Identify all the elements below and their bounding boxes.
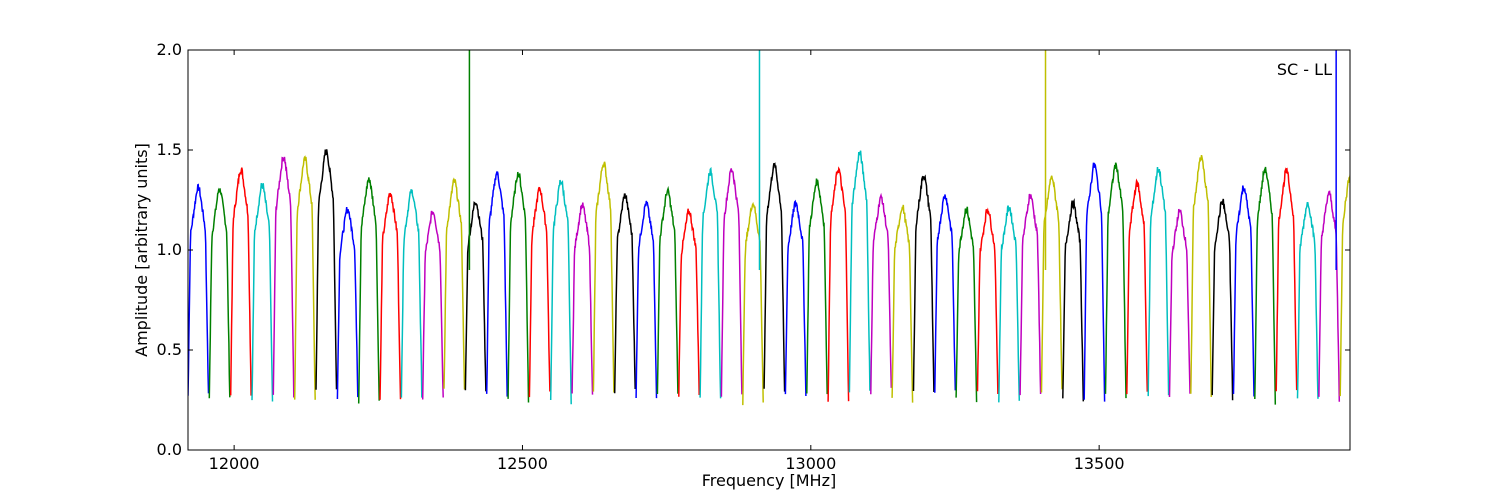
channel-line-1 bbox=[188, 183, 210, 396]
ticks-layer: 12000 12500 13000 13500 0.0 0.5 1.0 1.5 2.0 bbox=[157, 40, 1350, 473]
channel-line-19 bbox=[571, 202, 594, 395]
channel-line-17 bbox=[528, 186, 551, 398]
x-tick-label: 12000 bbox=[209, 454, 260, 473]
channel-line-3 bbox=[229, 167, 252, 396]
channel-line-36 bbox=[934, 194, 957, 393]
channel-line-18 bbox=[549, 179, 572, 405]
x-tick-label: 12500 bbox=[497, 454, 548, 473]
x-axis-label: Frequency [MHz] bbox=[702, 471, 836, 490]
channel-line-39 bbox=[998, 205, 1021, 403]
channel-line-51 bbox=[1254, 166, 1277, 405]
series-layer bbox=[188, 50, 1350, 406]
channel-line-6 bbox=[293, 155, 316, 400]
channel-line-53 bbox=[1296, 202, 1319, 399]
x-tick-label: 13500 bbox=[1074, 454, 1125, 473]
channel-line-28 bbox=[763, 162, 786, 392]
channel-line-49 bbox=[1211, 198, 1234, 401]
channel-line-40 bbox=[1019, 193, 1042, 396]
channel-line-45 bbox=[1126, 178, 1149, 395]
channel-line-7 bbox=[315, 149, 338, 390]
channel-line-44 bbox=[1104, 162, 1127, 399]
channel-line-21 bbox=[613, 193, 636, 394]
channel-line-20 bbox=[592, 161, 615, 393]
y-tick-label: 2.0 bbox=[157, 40, 182, 59]
channel-line-29 bbox=[784, 199, 807, 397]
plot-background bbox=[188, 50, 1350, 450]
y-tick-label: 0.0 bbox=[157, 440, 182, 459]
channel-line-48 bbox=[1190, 154, 1213, 398]
channel-line-46 bbox=[1147, 167, 1170, 397]
channel-line-37 bbox=[955, 206, 978, 403]
channel-line-26 bbox=[720, 168, 743, 397]
y-tick-label: 1.0 bbox=[157, 240, 182, 259]
y-tick-label: 0.5 bbox=[157, 340, 182, 359]
channel-line-33 bbox=[870, 192, 893, 395]
channel-line-9 bbox=[357, 177, 380, 404]
channel-line-5 bbox=[272, 156, 295, 398]
channel-line-16 bbox=[507, 171, 530, 403]
channel-line-25 bbox=[699, 166, 722, 399]
channel-line-24 bbox=[678, 208, 700, 397]
plot-frame bbox=[187, 49, 1351, 451]
y-axis-label: Amplitude [arbitrary units] bbox=[132, 143, 151, 357]
channel-line-12 bbox=[421, 210, 444, 400]
x-tick-label: 13000 bbox=[785, 454, 836, 473]
channel-line-22 bbox=[635, 200, 658, 399]
channel-line-55 bbox=[1339, 172, 1350, 397]
channel-line-34 bbox=[891, 204, 914, 403]
channel-line-31 bbox=[827, 166, 850, 402]
channel-line-13 bbox=[443, 177, 466, 390]
channel-line-2 bbox=[208, 187, 231, 399]
channel-line-4 bbox=[251, 183, 274, 402]
channel-line-32 bbox=[848, 150, 871, 393]
chart-annotation: SC - LL bbox=[1277, 60, 1332, 79]
channel-line-35 bbox=[912, 174, 935, 393]
channel-line-50 bbox=[1232, 185, 1255, 397]
channel-line-10 bbox=[379, 192, 402, 400]
channel-line-47 bbox=[1168, 208, 1191, 398]
channel-line-52 bbox=[1275, 167, 1298, 392]
channel-line-8 bbox=[336, 207, 359, 400]
y-tick-label: 1.5 bbox=[157, 140, 182, 159]
channel-line-15 bbox=[485, 170, 508, 397]
channel-line-38 bbox=[976, 207, 999, 395]
channel-line-23 bbox=[656, 185, 679, 395]
channel-line-30 bbox=[806, 178, 828, 395]
channel-line-42 bbox=[1062, 198, 1085, 402]
channel-line-11 bbox=[400, 189, 423, 398]
channel-line-43 bbox=[1083, 162, 1106, 402]
